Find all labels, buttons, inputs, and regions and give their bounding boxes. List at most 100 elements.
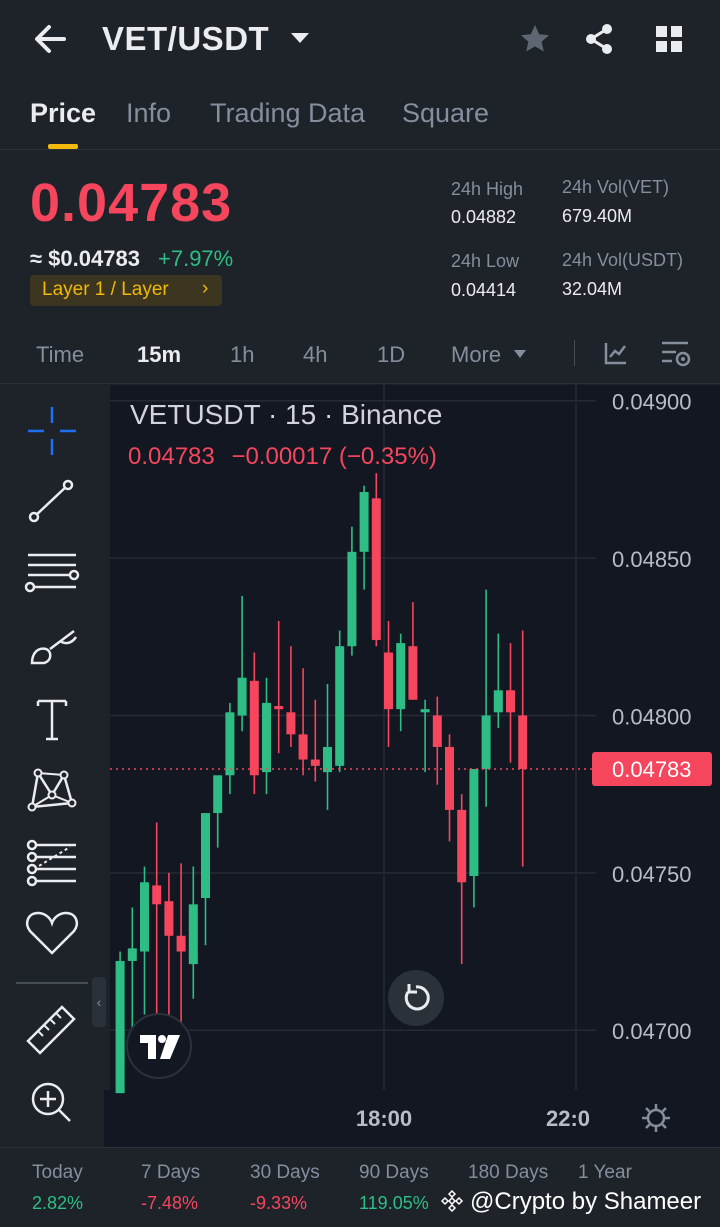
current-price-tag-label: 0.04783 [612,757,692,782]
interval-more[interactable]: More [451,342,502,367]
perf-7-days[interactable]: 7 Days -7.48% [141,1162,200,1214]
share-icon[interactable] [582,22,616,56]
heart-icon[interactable] [22,907,82,959]
perf-value: -9.33% [250,1193,308,1213]
pattern-icon[interactable] [22,765,82,817]
chart-area[interactable]: 0.04900 0.04850 0.04800 0.04750 0.04700 18:00… [0,385,720,1147]
watermark-text: @Crypto by Shameer [470,1188,702,1215]
perf-value: 2.82% [32,1193,84,1213]
high-label: 24h High [451,179,524,199]
candle-body [481,715,491,769]
y-tick-label: 0.04900 [612,390,692,415]
candle-body [140,882,149,952]
candle-body [225,712,235,776]
vol-quote-value: 32.04M [562,279,623,299]
candle-body [359,492,369,552]
divider [574,340,575,366]
gear-icon[interactable] [640,1102,672,1134]
performance-bar: Today 2.82% 7 Days -7.48% 30 Days -9.33%… [0,1147,720,1227]
candle-body [457,809,467,883]
perf-label: 90 Days [359,1162,429,1183]
interval-4h[interactable]: 4h [303,342,328,367]
perf-30-days[interactable]: 30 Days -9.33% [250,1162,320,1214]
ohlc-change: −0.00017 (−0.35%) [231,443,437,470]
candle-body [323,746,332,773]
candle-body [286,712,296,735]
perf-180-days[interactable]: 180 Days [468,1162,548,1193]
candle-body [127,948,137,961]
interval-time[interactable]: Time [36,342,85,367]
chart-settings-icon[interactable] [660,339,692,369]
trend-line-icon[interactable] [22,475,82,527]
tab-square[interactable]: Square [402,98,490,128]
zoom-in-icon[interactable] [22,1077,82,1129]
crosshair-icon[interactable] [22,405,82,457]
candle-body [298,734,308,760]
candle-body [274,706,284,710]
horizontal-lines-icon[interactable] [22,547,82,599]
usd-price: ≈ $0.04783 [30,246,140,271]
back-arrow-icon[interactable] [30,18,72,60]
grid-icon[interactable] [652,22,686,56]
candle-body [188,904,198,965]
watermark: @Crypto by Shameer [440,1188,701,1216]
time-axis [104,1090,720,1147]
caret-down-icon[interactable] [288,26,312,50]
candle-body [249,680,259,776]
tradingview-logo [126,1013,192,1079]
candle-body [152,885,162,905]
candle-body [408,646,418,700]
interval-1d[interactable]: 1D [377,342,406,367]
brush-icon[interactable] [22,621,82,673]
tab-trading-data[interactable]: Trading Data [210,98,366,128]
text-icon[interactable] [22,693,82,745]
y-tick-label: 0.04750 [612,862,692,887]
caret-down-icon[interactable] [513,348,527,360]
ruler-icon[interactable] [22,1005,82,1057]
binance-logo-icon [440,1189,464,1213]
candle-body [115,960,125,1094]
tradingview-logo-icon [140,1035,180,1059]
toolbar-divider [16,982,88,984]
last-price: 0.04783 [30,173,233,233]
perf-90-days[interactable]: 90 Days 119.05% [359,1162,429,1214]
category-tag-label: Layer 1 / Layer [42,279,169,300]
reset-chart-button[interactable] [388,970,444,1026]
low-value: 0.04414 [451,280,517,300]
candle-body [201,813,210,899]
candle-body [335,646,345,766]
tab-price[interactable]: Price [30,98,97,128]
perf-label: 180 Days [468,1162,549,1183]
candle-body [237,677,247,716]
perf-value: -7.48% [141,1193,199,1213]
x-tick-label: 22:0 [546,1106,590,1131]
star-icon[interactable] [518,22,552,56]
tab-info[interactable]: Info [126,98,172,128]
candle-body [262,702,271,773]
candle-body [310,759,320,766]
perf-1-year[interactable]: 1 Year [578,1162,632,1193]
drawing-toolbar: ‹ [0,385,106,1147]
chevron-right-icon: › [202,278,209,299]
chart-ohlc-legend: 0.04783 −0.00017 (−0.35%) [128,443,447,471]
interval-bar: Time 15m 1h 4h 1D More [0,322,720,384]
vol-base-value: 679.40M [562,206,633,226]
section-tabs: Price Info Trading Data Square [0,84,720,150]
indicator-icon[interactable] [603,340,629,366]
candle-body [506,690,515,713]
fib-icon[interactable] [22,837,82,889]
category-tag[interactable]: Layer 1 / Layer › [30,275,222,306]
high-value: 0.04882 [451,207,517,227]
candle-body [384,652,393,710]
x-tick-label: 18:00 [356,1106,412,1131]
interval-1h[interactable]: 1h [230,342,255,367]
perf-today[interactable]: Today 2.82% [32,1162,83,1214]
y-tick-label: 0.04700 [612,1019,692,1044]
collapse-toolbar-button[interactable]: ‹ [92,977,106,1027]
pair-title[interactable]: VET/USDT [102,20,270,57]
candlestick-chart[interactable]: 0.04900 0.04850 0.04800 0.04750 0.04700 18:00… [0,385,720,1147]
candle-body [164,901,174,936]
interval-15m[interactable]: 15m [137,342,182,367]
candle-body [445,746,454,810]
candle-body [176,935,186,952]
